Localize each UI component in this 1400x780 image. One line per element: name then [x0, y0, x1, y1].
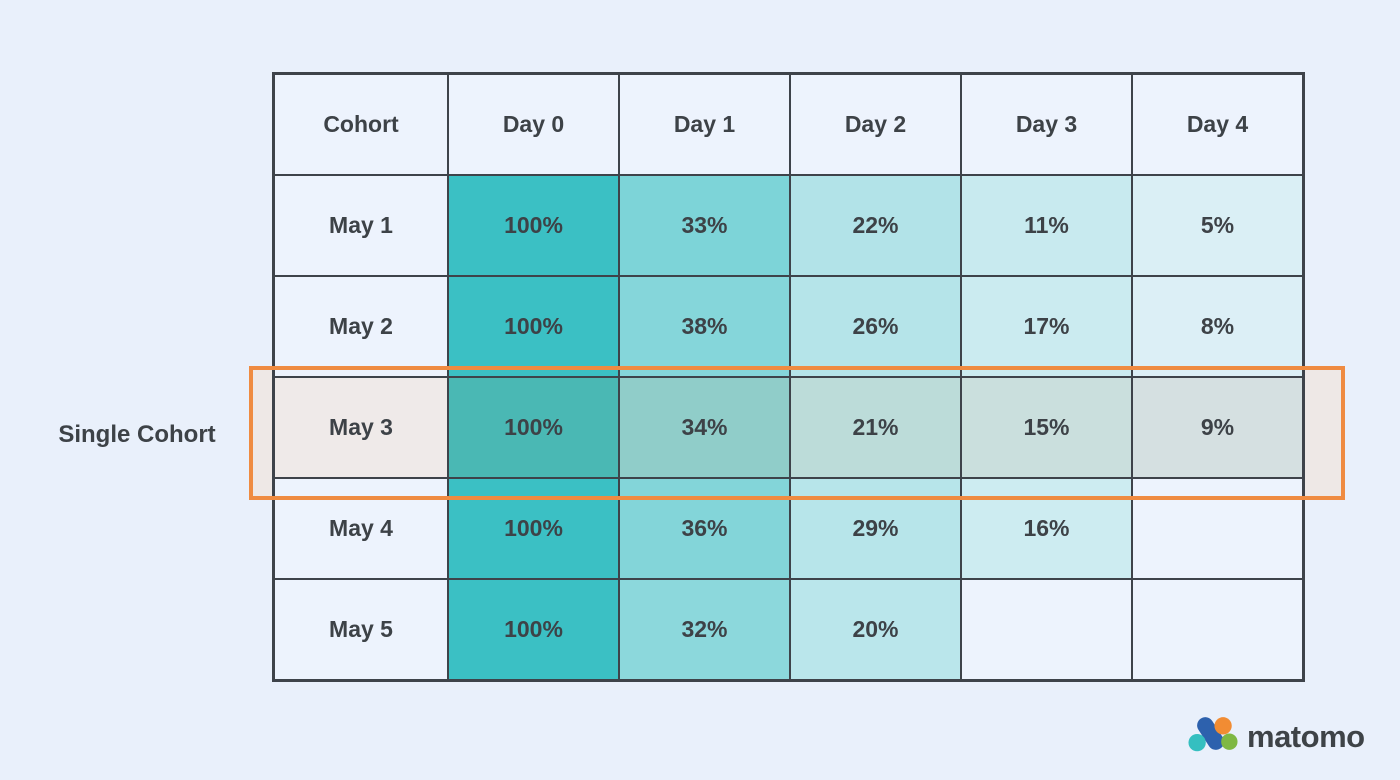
cell-value: 9%: [1131, 376, 1305, 479]
cell-value: 21%: [789, 376, 962, 479]
cell-value: 22%: [789, 174, 962, 277]
column-header-day0: Day 0: [447, 72, 620, 176]
cell-value: 100%: [447, 477, 620, 580]
cell-value: 100%: [447, 174, 620, 277]
matomo-wordmark: matomo: [1247, 718, 1365, 754]
cell-value: 34%: [618, 376, 791, 479]
table-row: May 2 100% 38% 26% 17% 8%: [272, 275, 1305, 378]
table-row: May 1 100% 33% 22% 11% 5%: [272, 174, 1305, 277]
cell-value: 29%: [789, 477, 962, 580]
matomo-logo-icon: [1188, 717, 1238, 752]
single-cohort-label: Single Cohort: [58, 421, 216, 448]
row-label-may2: May 2: [272, 275, 449, 378]
single-cohort-highlight-outline: [249, 366, 1345, 500]
cell-value: 16%: [960, 477, 1133, 580]
row-label-may1: May 1: [272, 174, 449, 277]
cell-value: 36%: [618, 477, 791, 580]
row-label-may4: May 4: [272, 477, 449, 580]
cell-value: 20%: [789, 578, 962, 682]
cell-empty: [1131, 477, 1305, 580]
cohort-retention-table: Cohort Day 0 Day 1 Day 2 Day 3 Day 4 May…: [272, 72, 1305, 682]
table-row: May 5 100% 32% 20%: [272, 578, 1305, 682]
cell-value: 15%: [960, 376, 1133, 479]
cell-value: 32%: [618, 578, 791, 682]
cell-value: 5%: [1131, 174, 1305, 277]
cell-value: 11%: [960, 174, 1133, 277]
row-label-may5: May 5: [272, 578, 449, 682]
cell-value: 100%: [447, 376, 620, 479]
cell-value: 26%: [789, 275, 962, 378]
cell-value: 100%: [447, 275, 620, 378]
column-header-day2: Day 2: [789, 72, 962, 176]
row-label-may3: May 3: [272, 376, 449, 479]
table-row: May 4 100% 36% 29% 16%: [272, 477, 1305, 580]
cell-empty: [1131, 578, 1305, 682]
matomo-logo: matomo: [1188, 714, 1365, 754]
cell-value: 17%: [960, 275, 1133, 378]
column-header-day1: Day 1: [618, 72, 791, 176]
cell-value: 33%: [618, 174, 791, 277]
table-row-highlighted: May 3 100% 34% 21% 15% 9%: [272, 376, 1305, 479]
cell-value: 100%: [447, 578, 620, 682]
column-header-day3: Day 3: [960, 72, 1133, 176]
cell-value: 8%: [1131, 275, 1305, 378]
column-header-day4: Day 4: [1131, 72, 1305, 176]
cell-value: 38%: [618, 275, 791, 378]
column-header-cohort: Cohort: [272, 72, 449, 176]
table-header-row: Cohort Day 0 Day 1 Day 2 Day 3 Day 4: [272, 72, 1305, 176]
cell-empty: [960, 578, 1133, 682]
